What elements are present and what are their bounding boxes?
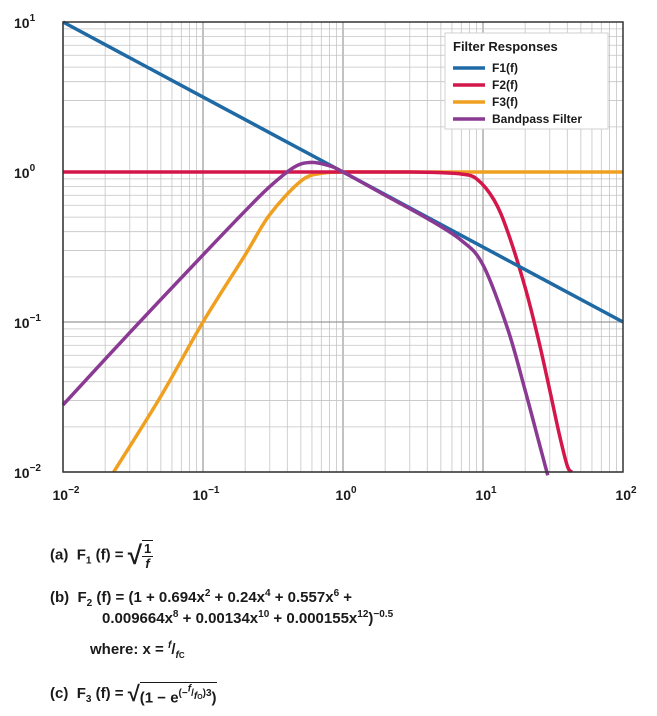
formula-a-func: F [76, 546, 86, 564]
y-tick-label: 100 [14, 163, 36, 181]
formula-b-l2-t4: ) [368, 610, 374, 627]
formula-c-body: (1 − e [139, 689, 179, 707]
x-tick-label: 101 [475, 485, 497, 503]
formula-c-sub: 3 [85, 693, 92, 705]
formula-b-l2-t3: + 0.000155x [269, 610, 358, 627]
c-exp-o: O [197, 694, 203, 702]
c-exp-open: (− [178, 688, 188, 700]
sqrt-symbol-c: √(1 − e(−f/fO)3) [127, 681, 217, 707]
series-line-f2-f- [62, 170, 574, 474]
c-exp-pow: 3 [205, 688, 212, 700]
y-tick-label: 10−1 [14, 313, 41, 331]
y-tick-label: 101 [14, 13, 36, 31]
formula-b-e3: 6 [333, 588, 340, 599]
where-fc: f [175, 650, 179, 661]
formula-b-l2-e3: 12 [357, 609, 369, 620]
filter-response-chart: 10−2 10−1 100 101 102 101 100 10−1 10−2 Filter R… [14, 13, 637, 503]
formula-b-l2-e4: −0.5 [373, 609, 394, 620]
formula-c-arg: (f) = [95, 684, 124, 702]
legend: Filter Responses F1(f) F2(f) F3(f) Bandpass … [444, 32, 609, 130]
formula-b-line1: (b) F2 (f) = (1 + 0.694x2 + 0.24x4 + 0.5… [50, 588, 352, 609]
legend-entry: Bandpass Filter [492, 112, 582, 126]
sqrt-symbol: √ 1 f [127, 540, 154, 571]
x-tick-label: 10−1 [193, 485, 220, 503]
formula-a-arg: (f) = [95, 546, 124, 564]
formula-b-sub: 2 [86, 598, 93, 609]
x-tick-label: 10−2 [53, 485, 80, 503]
formula-c-label: (c) [50, 684, 69, 702]
formula-where: where: x = f/fC [90, 640, 185, 661]
formula-c: (c) F3 (f) = √(1 − e(−f/fO)3) [50, 681, 217, 707]
where-c: C [178, 651, 185, 660]
formula-b-e2: 4 [265, 588, 271, 599]
legend-entry: F3(f) [492, 95, 518, 109]
formula-b-l2-e2: 10 [258, 609, 270, 620]
formula-a-sub: 1 [85, 555, 92, 567]
legend-title: Filter Responses [453, 39, 558, 54]
formula-b-l2-t1: 0.009664x [102, 610, 173, 627]
formula-b-label: (b) [50, 589, 70, 606]
c-exp-f: f [187, 683, 192, 695]
formula-c-end: ) [211, 689, 217, 707]
series-lines [61, 20, 624, 476]
formula-b-func: F [77, 589, 87, 606]
c-exp-fo: f [193, 691, 198, 703]
formula-b-t4: + [339, 589, 353, 606]
formula-a: (a) F1 (f) = √ 1 f [50, 540, 154, 571]
formula-b-t2: + 0.24x [210, 589, 266, 606]
formula-b-t3: + 0.557x [270, 589, 334, 606]
c-exp-close: ) [202, 688, 206, 700]
legend-box [444, 32, 609, 130]
formula-b-e1: 2 [204, 588, 211, 599]
formula-b-l2-t2: + 0.00134x [178, 610, 259, 627]
formula-b-t1: (f) = (1 + 0.694x [96, 589, 205, 606]
x-tick-label: 100 [335, 485, 357, 503]
legend-entry: F1(f) [492, 61, 518, 75]
x-tick-label: 102 [615, 485, 637, 503]
formula-c-func: F [76, 684, 86, 702]
formula-b-line2: 0.009664x8 + 0.00134x10 + 0.000155x12)−0… [102, 609, 393, 627]
legend-entry: F2(f) [492, 78, 518, 92]
formula-b-l2-e1: 8 [172, 609, 179, 620]
where-f: f [167, 640, 172, 651]
plot-frame [62, 21, 624, 473]
formula-a-label: (a) [50, 546, 69, 564]
tick-labels: 10−2 10−1 100 101 102 101 100 10−1 10−2 [14, 13, 637, 503]
y-tick-label: 10−2 [14, 463, 41, 481]
series-line-bandpass-filter [61, 160, 550, 476]
where-text: where: x = [90, 641, 164, 658]
